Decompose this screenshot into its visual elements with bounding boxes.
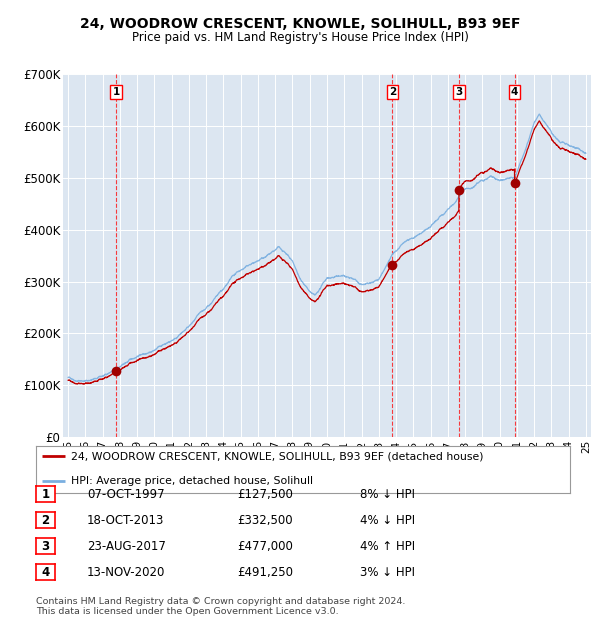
- Text: 3% ↓ HPI: 3% ↓ HPI: [360, 566, 415, 578]
- Text: HPI: Average price, detached house, Solihull: HPI: Average price, detached house, Soli…: [71, 476, 313, 485]
- Text: £127,500: £127,500: [237, 488, 293, 500]
- Text: 13-NOV-2020: 13-NOV-2020: [87, 566, 166, 578]
- Text: 3: 3: [41, 540, 50, 552]
- Text: 4: 4: [41, 566, 50, 578]
- Text: 24, WOODROW CRESCENT, KNOWLE, SOLIHULL, B93 9EF: 24, WOODROW CRESCENT, KNOWLE, SOLIHULL, …: [80, 17, 520, 32]
- Text: 2: 2: [41, 514, 50, 526]
- Text: £477,000: £477,000: [237, 540, 293, 552]
- Text: Contains HM Land Registry data © Crown copyright and database right 2024.: Contains HM Land Registry data © Crown c…: [36, 597, 406, 606]
- Text: 18-OCT-2013: 18-OCT-2013: [87, 514, 164, 526]
- Text: 1: 1: [113, 87, 120, 97]
- Text: 4% ↑ HPI: 4% ↑ HPI: [360, 540, 415, 552]
- Text: 24, WOODROW CRESCENT, KNOWLE, SOLIHULL, B93 9EF (detached house): 24, WOODROW CRESCENT, KNOWLE, SOLIHULL, …: [71, 451, 483, 461]
- Text: 3: 3: [455, 87, 463, 97]
- Text: £491,250: £491,250: [237, 566, 293, 578]
- Text: 2: 2: [389, 87, 396, 97]
- Text: 4% ↓ HPI: 4% ↓ HPI: [360, 514, 415, 526]
- Text: Price paid vs. HM Land Registry's House Price Index (HPI): Price paid vs. HM Land Registry's House …: [131, 31, 469, 44]
- Text: 07-OCT-1997: 07-OCT-1997: [87, 488, 164, 500]
- Text: £332,500: £332,500: [237, 514, 293, 526]
- Text: 23-AUG-2017: 23-AUG-2017: [87, 540, 166, 552]
- Text: This data is licensed under the Open Government Licence v3.0.: This data is licensed under the Open Gov…: [36, 608, 338, 616]
- Text: 1: 1: [41, 488, 50, 500]
- Text: 4: 4: [511, 87, 518, 97]
- Text: 8% ↓ HPI: 8% ↓ HPI: [360, 488, 415, 500]
